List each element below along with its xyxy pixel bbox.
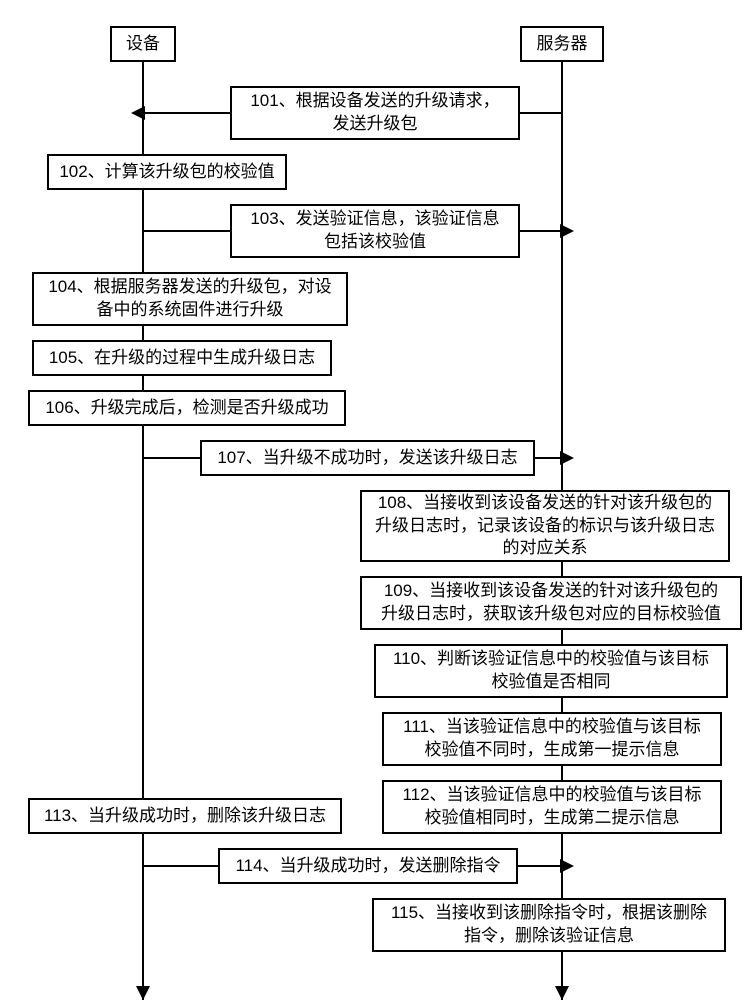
step-104: 104、根据服务器发送的升级包，对设 备中的系统固件进行升级 — [32, 272, 348, 326]
step-105-text: 105、在升级的过程中生成升级日志 — [49, 347, 315, 370]
step-110-text: 110、判断该验证信息中的校验值与该目标 校验值是否相同 — [393, 648, 709, 694]
step-106-text: 106、升级完成后，检测是否升级成功 — [45, 397, 328, 420]
arrow-head-103 — [560, 224, 574, 238]
step-114: 114、当升级成功时，发送删除指令 — [218, 848, 518, 884]
step-105: 105、在升级的过程中生成升级日志 — [32, 340, 332, 376]
step-101: 101、根据设备发送的升级请求， 发送升级包 — [230, 86, 520, 140]
server-lifeline-head: 服务器 — [520, 26, 604, 62]
step-103-text: 103、发送验证信息，该验证信息 包括该校验值 — [250, 208, 499, 254]
device-lifeline-label: 设备 — [126, 33, 160, 56]
device-lifeline — [142, 62, 144, 1000]
step-108-text: 108、当接收到该设备发送的针对该升级包的 升级日志时，记录该设备的标识与该升级… — [375, 492, 715, 561]
step-101-text: 101、根据设备发送的升级请求， 发送升级包 — [250, 90, 499, 136]
server-lifeline-label: 服务器 — [537, 33, 588, 56]
arrow-head-101 — [131, 106, 145, 120]
step-112-text: 112、当该验证信息中的校验值与该目标 校验值相同时，生成第二提示信息 — [402, 784, 701, 830]
step-109: 109、当接收到该设备发送的针对该升级包的 升级日志时，获取该升级包对应的目标校… — [360, 576, 742, 630]
step-108: 108、当接收到该设备发送的针对该升级包的 升级日志时，记录该设备的标识与该升级… — [360, 490, 730, 562]
step-107-text: 107、当升级不成功时，发送该升级日志 — [217, 447, 517, 470]
step-104-text: 104、根据服务器发送的升级包，对设 备中的系统固件进行升级 — [48, 276, 331, 322]
step-102-text: 102、计算该升级包的校验值 — [59, 161, 274, 184]
step-109-text: 109、当接收到该设备发送的针对该升级包的 升级日志时，获取该升级包对应的目标校… — [381, 580, 721, 626]
step-112: 112、当该验证信息中的校验值与该目标 校验值相同时，生成第二提示信息 — [382, 780, 722, 834]
lifeline-end-arrow — [136, 986, 150, 1000]
step-111: 111、当该验证信息中的校验值与该目标 校验值不同时，生成第一提示信息 — [382, 712, 722, 766]
lifeline-end-arrow — [555, 986, 569, 1000]
sequence-diagram: 设备 服务器 101、根据设备发送的升级请求， 发送升级包 102、计算该升级包的校验… — [0, 0, 749, 1000]
device-lifeline-head: 设备 — [110, 26, 176, 62]
step-114-text: 114、当升级成功时，发送删除指令 — [235, 855, 500, 878]
step-106: 106、升级完成后，检测是否升级成功 — [28, 390, 346, 426]
arrow-head-107 — [560, 451, 574, 465]
arrow-head-114 — [560, 859, 574, 873]
step-102: 102、计算该升级包的校验值 — [47, 154, 287, 190]
step-113-text: 113、当升级成功时，删除该升级日志 — [44, 805, 326, 828]
step-111-text: 111、当该验证信息中的校验值与该目标 校验值不同时，生成第一提示信息 — [403, 716, 701, 762]
step-115: 115、当接收到该删除指令时，根据该删除 指令，删除该验证信息 — [372, 898, 726, 952]
step-107: 107、当升级不成功时，发送该升级日志 — [200, 440, 535, 476]
step-115-text: 115、当接收到该删除指令时，根据该删除 指令，删除该验证信息 — [391, 902, 707, 948]
step-103: 103、发送验证信息，该验证信息 包括该校验值 — [230, 204, 520, 258]
step-113: 113、当升级成功时，删除该升级日志 — [28, 798, 342, 834]
step-110: 110、判断该验证信息中的校验值与该目标 校验值是否相同 — [374, 644, 728, 698]
